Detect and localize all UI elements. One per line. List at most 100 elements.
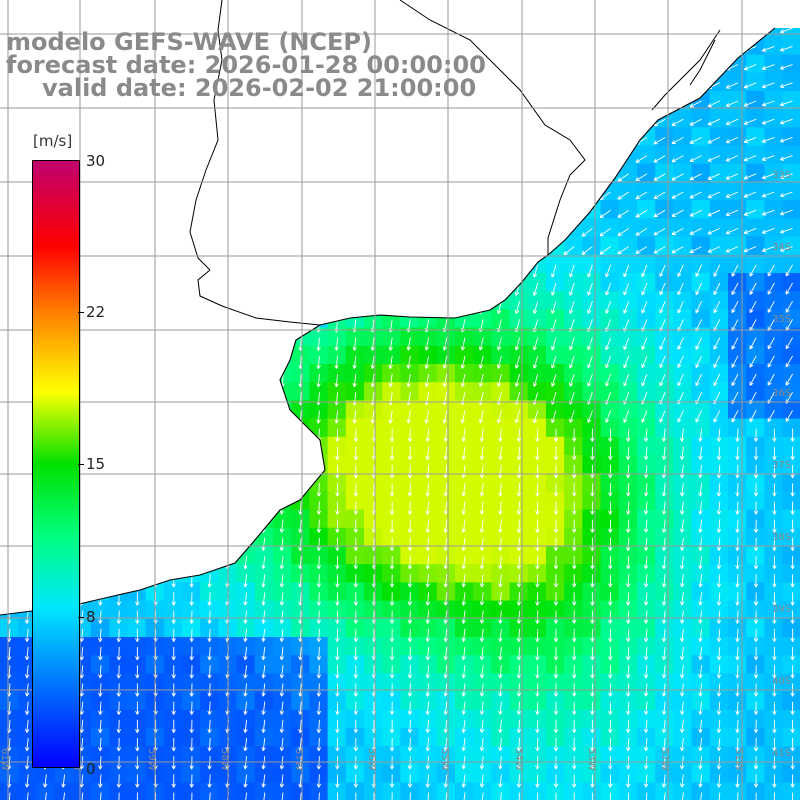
wind-arrow xyxy=(761,246,775,253)
wind-speed-cell xyxy=(400,345,420,365)
wind-speed-cell xyxy=(637,182,656,201)
wind-speed-cell xyxy=(764,182,784,201)
wind-speed-cell xyxy=(582,764,602,784)
wind-speed-cell xyxy=(546,345,565,365)
wind-arrow xyxy=(207,574,212,588)
wind-arrow xyxy=(316,373,321,388)
wind-speed-cell xyxy=(509,582,529,602)
wind-speed-cell xyxy=(546,582,565,602)
wind-speed-cell xyxy=(436,527,456,547)
wind-arrow xyxy=(785,337,793,350)
wind-arrow xyxy=(316,355,321,370)
wind-arrow xyxy=(427,792,430,800)
wind-arrow xyxy=(571,519,577,533)
wind-speed-cell xyxy=(600,309,620,329)
wind-speed-cell xyxy=(709,618,729,638)
wind-speed-cell xyxy=(764,764,784,784)
wind-arrow xyxy=(605,264,612,278)
wind-speed-cell xyxy=(637,709,656,729)
wind-speed-cell xyxy=(782,127,800,147)
wind-arrow xyxy=(243,646,248,661)
wind-arrow xyxy=(389,628,395,643)
wind-speed-cell xyxy=(637,728,656,747)
wind-arrow xyxy=(735,737,740,752)
wind-speed-cell xyxy=(691,127,711,147)
wind-speed-cell xyxy=(600,473,620,492)
wind-arrow xyxy=(716,628,722,643)
wind-speed-cell xyxy=(746,382,765,401)
wind-speed-cell xyxy=(618,218,638,238)
wind-speed-cell xyxy=(637,236,656,256)
wind-speed-cell xyxy=(673,673,693,693)
wind-arrow xyxy=(24,719,30,733)
wind-arrow xyxy=(695,282,703,296)
wind-speed-cell xyxy=(546,364,565,383)
wind-arrow xyxy=(661,446,667,460)
wind-speed-cell xyxy=(600,564,620,583)
wind-speed-cell xyxy=(109,600,128,620)
wind-arrow xyxy=(753,428,759,442)
wind-speed-cell xyxy=(673,273,693,292)
wind-speed-cell xyxy=(782,655,800,674)
wind-speed-cell xyxy=(709,655,729,674)
wind-speed-cell xyxy=(527,691,547,711)
lagoon-outline xyxy=(651,29,721,111)
wind-arrow xyxy=(443,501,448,515)
wind-arrow xyxy=(617,191,630,200)
wind-arrow xyxy=(550,301,557,314)
wind-arrow xyxy=(695,410,703,423)
wind-arrow xyxy=(279,574,285,588)
wind-speed-cell xyxy=(637,327,656,347)
wind-speed-cell xyxy=(327,673,347,693)
wind-arrow xyxy=(743,136,757,144)
wind-arrow xyxy=(516,646,522,661)
wind-speed-cell xyxy=(527,673,547,693)
wind-arrow xyxy=(735,610,740,624)
wind-arrow xyxy=(425,646,430,661)
wind-arrow xyxy=(334,337,339,351)
wind-speed-cell xyxy=(382,655,401,674)
wind-arrow xyxy=(553,646,559,661)
wind-speed-cell xyxy=(709,91,729,110)
wind-speed-cell xyxy=(564,254,583,274)
wind-arrow xyxy=(516,774,522,788)
wind-speed-cell xyxy=(546,491,565,511)
wind-arrow xyxy=(535,428,540,442)
wind-arrow xyxy=(189,665,194,679)
wind-arrow xyxy=(608,701,613,715)
wind-speed-cell xyxy=(709,600,729,620)
wind-arrow xyxy=(353,519,359,533)
wind-arrow xyxy=(608,665,613,679)
wind-arrow xyxy=(779,45,793,52)
wind-speed-cell xyxy=(582,691,602,711)
wind-arrow xyxy=(24,628,30,642)
wind-speed-cell xyxy=(327,728,347,747)
wind-arrow xyxy=(591,792,593,800)
wind-speed-cell xyxy=(236,637,256,656)
wind-speed-cell xyxy=(400,728,420,747)
wind-arrow xyxy=(779,100,793,107)
wind-arrow xyxy=(461,464,466,479)
wind-arrow xyxy=(279,737,285,752)
wind-speed-cell xyxy=(709,746,729,765)
wind-arrow xyxy=(735,574,740,588)
wind-arrow xyxy=(171,756,176,770)
wind-arrow xyxy=(743,191,757,198)
wind-speed-cell xyxy=(436,509,456,529)
wind-speed-cell xyxy=(163,673,183,693)
wind-speed-cell xyxy=(782,218,800,238)
wind-speed-cell xyxy=(527,436,547,456)
wind-speed-cell xyxy=(673,309,693,329)
wind-arrow xyxy=(535,574,540,588)
wind-speed-cell xyxy=(91,782,110,800)
wind-speed-cell xyxy=(655,327,674,347)
wind-speed-cell xyxy=(309,728,329,747)
wind-speed-cell xyxy=(364,746,383,765)
wind-speed-cell xyxy=(728,218,747,238)
wind-arrow xyxy=(279,665,285,679)
wind-arrow xyxy=(171,665,176,679)
wind-speed-cell xyxy=(782,72,800,92)
wind-speed-cell xyxy=(618,491,638,511)
wind-speed-cell xyxy=(109,691,128,711)
wind-speed-cell xyxy=(509,655,529,674)
